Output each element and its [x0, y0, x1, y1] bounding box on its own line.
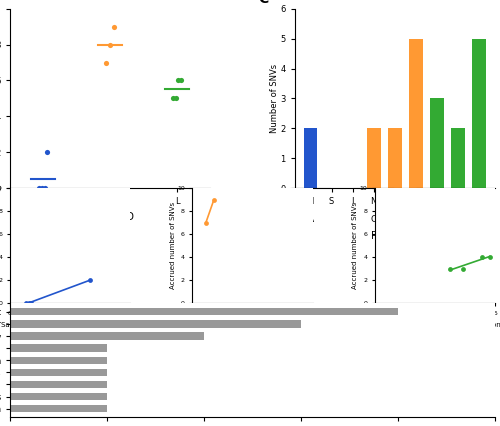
Point	[210, 196, 218, 203]
Point	[44, 149, 52, 156]
Point	[446, 265, 454, 272]
Point	[40, 185, 48, 192]
X-axis label: Patient ID: Patient ID	[86, 212, 134, 222]
Point	[172, 95, 179, 102]
Bar	[388, 129, 402, 188]
X-axis label: Patient ID: Patient ID	[371, 231, 419, 242]
Text: Patient L: Patient L	[416, 344, 454, 353]
Point	[102, 59, 110, 66]
Bar	[10, 368, 107, 376]
Point	[459, 265, 467, 272]
Y-axis label: Accrued number of SNVs: Accrued number of SNVs	[352, 202, 358, 289]
Text: Patient C: Patient C	[234, 344, 272, 353]
Point	[169, 95, 177, 102]
Point	[110, 23, 118, 30]
Point	[174, 77, 182, 84]
Text: A: A	[308, 215, 314, 224]
Point	[177, 77, 185, 84]
Bar	[10, 332, 204, 340]
Point	[36, 185, 44, 192]
Point	[106, 41, 114, 48]
Bar	[10, 381, 107, 388]
Bar	[10, 357, 107, 364]
Y-axis label: Number of SNVs: Number of SNVs	[270, 64, 279, 133]
Bar	[10, 405, 107, 412]
Text: C: C	[258, 0, 269, 6]
Point	[486, 254, 494, 261]
Point	[202, 219, 210, 226]
X-axis label: Sampling time (day from first isolation): Sampling time (day from first isolation)	[2, 321, 139, 328]
X-axis label: Sampling time (day from first isolation): Sampling time (day from first isolation)	[184, 321, 321, 328]
Y-axis label: Accrued number of SNVs: Accrued number of SNVs	[170, 202, 175, 289]
Point	[478, 254, 486, 261]
Bar	[409, 38, 422, 188]
Bar	[10, 393, 107, 400]
Text: C: C	[370, 215, 377, 224]
Bar	[451, 129, 465, 188]
X-axis label: Sampling time (day from first isolation): Sampling time (day from first isolation)	[366, 321, 500, 328]
Bar	[10, 308, 398, 315]
Bar	[304, 129, 318, 188]
Text: L: L	[434, 215, 440, 224]
Point	[24, 299, 32, 306]
Point	[28, 299, 36, 306]
Point	[38, 185, 46, 192]
Bar	[10, 320, 301, 328]
Point	[22, 299, 30, 306]
Bar	[430, 98, 444, 188]
Bar	[367, 129, 380, 188]
Text: Patient A: Patient A	[51, 344, 89, 353]
Point	[86, 276, 94, 283]
Bar	[472, 38, 486, 188]
Bar	[10, 345, 107, 352]
